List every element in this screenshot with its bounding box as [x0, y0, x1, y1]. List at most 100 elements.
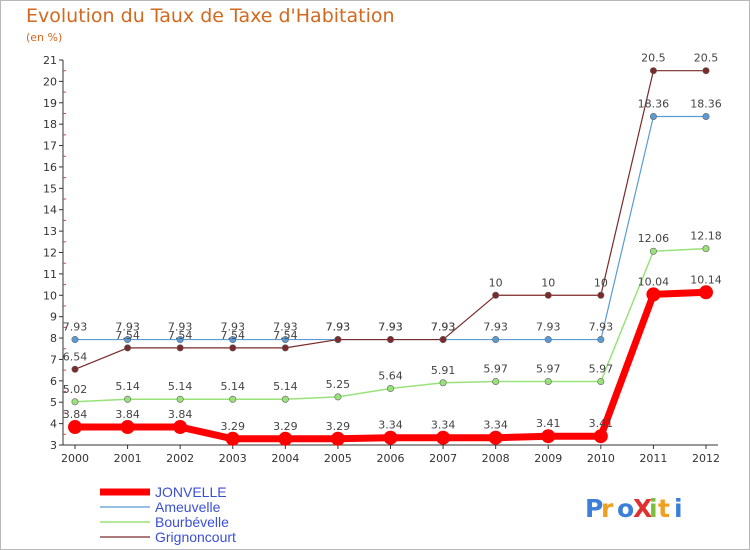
data-label: 3.34 [431, 419, 456, 432]
data-point [281, 344, 289, 352]
data-label: 7.93 [378, 321, 403, 334]
logo-letter: t [658, 494, 670, 523]
data-label: 7.93 [273, 321, 298, 334]
data-label: 7.93 [378, 321, 403, 334]
legend-label: JONVELLE [155, 484, 227, 500]
data-point [439, 336, 447, 344]
data-label: 7.93 [326, 321, 351, 334]
data-point [383, 430, 398, 445]
data-point [229, 344, 237, 352]
data-point [593, 429, 608, 444]
data-point [334, 336, 342, 344]
data-label: 5.97 [589, 362, 614, 375]
data-label: 5.14 [168, 380, 193, 393]
data-point [71, 336, 79, 344]
data-label: 7.54 [168, 329, 193, 342]
data-point [699, 285, 713, 300]
y-tick-label: 14 [43, 204, 57, 217]
data-point [646, 287, 661, 302]
data-label: 7.93 [168, 321, 193, 334]
data-label: 7.93 [63, 321, 88, 334]
chart-title: Evolution du Taux de Taxe d'Habitation [26, 5, 395, 27]
data-point [488, 430, 503, 445]
logo-letter: i [674, 494, 683, 523]
data-point [702, 112, 710, 120]
data-point [124, 336, 132, 344]
data-point [225, 431, 240, 446]
data-point [124, 344, 132, 352]
y-tick-label: 7 [50, 353, 57, 366]
x-tick-label: 2002 [166, 452, 194, 465]
x-tick-label: 2007 [429, 452, 457, 465]
data-point [702, 245, 710, 253]
data-point [278, 431, 293, 446]
y-tick-label: 9 [50, 311, 57, 324]
data-point [649, 67, 657, 75]
data-point [281, 336, 289, 344]
data-point [386, 336, 394, 344]
data-point [229, 395, 237, 403]
x-tick-label: 2003 [219, 452, 247, 465]
data-point [120, 420, 135, 435]
data-point [492, 377, 500, 385]
logo-letter: o [617, 494, 634, 523]
y-tick-label: 16 [43, 161, 57, 174]
logo-letter: i [649, 494, 658, 523]
y-tick-label: 11 [43, 268, 57, 281]
data-label: 5.02 [63, 383, 88, 396]
y-tick-label: 17 [43, 140, 57, 153]
data-label: 6.54 [63, 350, 88, 363]
data-label: 5.25 [326, 378, 351, 391]
x-tick-label: 2000 [61, 452, 89, 465]
data-label: 7.54 [115, 329, 140, 342]
data-label: 5.14 [115, 380, 140, 393]
data-label: 5.14 [221, 380, 246, 393]
data-label: 5.91 [431, 364, 456, 377]
data-point [702, 67, 710, 75]
legend-label: Bourbévelle [155, 514, 229, 530]
data-label: 10 [489, 276, 503, 289]
legend-label: Grignoncourt [155, 529, 236, 545]
data-point [124, 395, 132, 403]
y-tick-label: 19 [43, 97, 57, 110]
data-label: 3.84 [115, 408, 140, 421]
data-point [71, 365, 79, 373]
x-tick-label: 2001 [114, 452, 142, 465]
data-point [281, 395, 289, 403]
x-tick-label: 2005 [324, 452, 352, 465]
data-label: 3.84 [168, 408, 193, 421]
data-point [649, 112, 657, 120]
data-label: 7.54 [221, 329, 246, 342]
series-line-ameuvelle [75, 115, 706, 341]
data-label: 10 [594, 276, 608, 289]
legend-label: Ameuvelle [155, 499, 221, 515]
data-point [330, 431, 345, 446]
y-tick-label: 13 [43, 225, 57, 238]
data-point [597, 291, 605, 299]
data-label: 12.06 [638, 232, 670, 245]
data-label: 18.36 [638, 97, 670, 110]
x-tick-label: 2008 [482, 452, 510, 465]
data-point [173, 420, 188, 435]
data-label: 5.97 [536, 362, 561, 375]
data-label: 7.93 [589, 321, 614, 334]
data-label: 7.93 [326, 321, 351, 334]
data-point [436, 430, 451, 445]
data-label: 7.93 [221, 321, 246, 334]
data-label: 7.93 [536, 321, 561, 334]
data-label: 3.34 [483, 419, 508, 432]
x-tick-label: 2009 [534, 452, 562, 465]
logo-letter: r [601, 494, 614, 523]
data-point [176, 395, 184, 403]
data-point [68, 420, 82, 435]
data-point [439, 379, 447, 387]
x-tick-label: 2010 [587, 452, 615, 465]
data-point [71, 398, 79, 406]
y-tick-label: 8 [50, 332, 57, 345]
data-label: 7.93 [115, 321, 140, 334]
data-point [544, 377, 552, 385]
data-point [544, 336, 552, 344]
data-label: 10.04 [638, 275, 670, 288]
